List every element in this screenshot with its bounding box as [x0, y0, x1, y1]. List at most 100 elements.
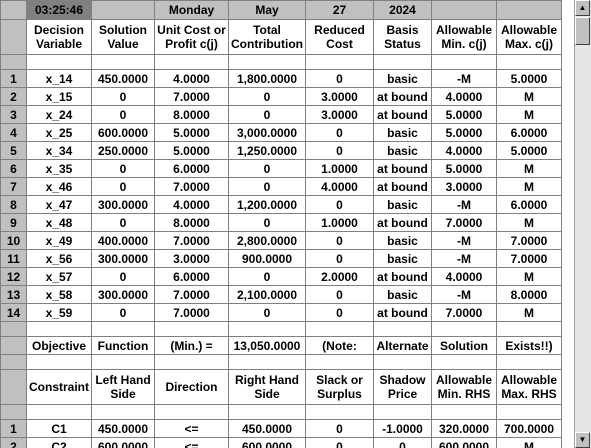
data-cell[interactable]: 3.0000 [305, 87, 374, 106]
blank-cell[interactable] [154, 404, 229, 420]
data-cell[interactable]: x_35 [26, 159, 92, 178]
data-cell[interactable]: 0 [305, 285, 374, 304]
column-header[interactable]: Basis Status [373, 19, 432, 55]
blank-cell[interactable] [305, 321, 374, 337]
data-cell[interactable]: at bound [373, 213, 432, 232]
constraint-cell[interactable]: 450.0000 [91, 419, 155, 438]
constraint-cell[interactable]: -1.0000 [373, 419, 432, 438]
data-cell[interactable]: -M [431, 231, 497, 250]
row-number[interactable]: 5 [0, 141, 27, 160]
blank-cell[interactable] [431, 54, 497, 70]
data-cell[interactable]: 7.0000 [431, 213, 497, 232]
constraint-cell[interactable]: 0 [305, 419, 374, 438]
data-cell[interactable]: x_47 [26, 195, 92, 214]
constraint-header[interactable]: Slack or Surplus [305, 369, 374, 405]
blank-cell[interactable] [496, 354, 562, 370]
row-number[interactable]: 6 [0, 159, 27, 178]
data-cell[interactable]: 0 [91, 87, 155, 106]
blank-cell[interactable] [431, 321, 497, 337]
blank-cell[interactable] [154, 354, 229, 370]
data-cell[interactable]: 0 [228, 159, 306, 178]
top-bar-cell[interactable]: 03:25:46 [26, 0, 92, 20]
row-number[interactable]: 1 [0, 419, 27, 438]
data-cell[interactable]: 600.0000 [91, 123, 155, 142]
constraint-header[interactable]: Shadow Price [373, 369, 432, 405]
top-bar-cell[interactable] [431, 0, 497, 20]
data-cell[interactable]: basic [373, 69, 432, 88]
data-cell[interactable]: 5.0000 [431, 105, 497, 124]
data-cell[interactable]: 7.0000 [431, 303, 497, 322]
data-cell[interactable]: 5.0000 [496, 141, 562, 160]
data-cell[interactable]: x_14 [26, 69, 92, 88]
blank-cell[interactable] [373, 54, 432, 70]
blank-cell[interactable] [431, 404, 497, 420]
scroll-thumb[interactable] [575, 17, 590, 45]
data-cell[interactable]: 0 [228, 267, 306, 286]
blank-cell[interactable] [154, 321, 229, 337]
data-cell[interactable]: 7.0000 [154, 231, 229, 250]
constraint-header[interactable]: Direction [154, 369, 229, 405]
constraint-cell[interactable]: M [496, 437, 562, 448]
data-cell[interactable]: x_25 [26, 123, 92, 142]
data-cell[interactable]: at bound [373, 87, 432, 106]
constraint-cell[interactable]: 700.0000 [496, 419, 562, 438]
blank-cell[interactable] [373, 321, 432, 337]
data-cell[interactable]: 0 [228, 105, 306, 124]
data-cell[interactable]: M [496, 159, 562, 178]
blank-cell[interactable] [373, 404, 432, 420]
row-number[interactable]: 13 [0, 285, 27, 304]
row-number[interactable]: 11 [0, 249, 27, 268]
vertical-scrollbar[interactable]: ▲ ▼ [574, 0, 591, 448]
data-cell[interactable]: 3.0000 [431, 177, 497, 196]
blank-cell[interactable] [228, 354, 306, 370]
data-cell[interactable]: 8.0000 [154, 213, 229, 232]
blank-cell[interactable] [91, 404, 155, 420]
data-cell[interactable]: 0 [91, 177, 155, 196]
column-header[interactable]: Decision Variable [26, 19, 92, 55]
data-cell[interactable]: 1,200.0000 [228, 195, 306, 214]
top-bar-cell[interactable]: Monday [154, 0, 229, 20]
blank-cell[interactable] [496, 321, 562, 337]
data-cell[interactable]: x_59 [26, 303, 92, 322]
row-number[interactable]: 1 [0, 69, 27, 88]
data-cell[interactable]: M [496, 105, 562, 124]
constraint-cell[interactable]: 320.0000 [431, 419, 497, 438]
data-cell[interactable]: 3,000.0000 [228, 123, 306, 142]
data-cell[interactable]: 4.0000 [154, 69, 229, 88]
data-cell[interactable]: 4.0000 [431, 267, 497, 286]
blank-cell[interactable] [496, 404, 562, 420]
data-cell[interactable]: 2.0000 [305, 267, 374, 286]
data-cell[interactable]: -M [431, 195, 497, 214]
blank-cell[interactable] [305, 404, 374, 420]
data-cell[interactable]: 7.0000 [154, 285, 229, 304]
constraint-header[interactable]: Left Hand Side [91, 369, 155, 405]
constraint-cell[interactable]: 600.0000 [228, 437, 306, 448]
column-header[interactable]: Reduced Cost [305, 19, 374, 55]
column-header[interactable]: Total Contribution [228, 19, 306, 55]
objective-cell[interactable]: Solution [431, 336, 497, 355]
data-cell[interactable]: x_46 [26, 177, 92, 196]
constraint-cell[interactable]: 450.0000 [228, 419, 306, 438]
data-cell[interactable]: 250.0000 [91, 141, 155, 160]
constraint-cell[interactable]: 600.0000 [91, 437, 155, 448]
column-header[interactable]: Allowable Min. c(j) [431, 19, 497, 55]
data-cell[interactable]: M [496, 177, 562, 196]
data-cell[interactable]: 6.0000 [496, 195, 562, 214]
column-header[interactable]: Solution Value [91, 19, 155, 55]
data-cell[interactable]: 8.0000 [496, 285, 562, 304]
data-cell[interactable]: 4.0000 [431, 87, 497, 106]
data-cell[interactable]: x_15 [26, 87, 92, 106]
data-cell[interactable]: x_49 [26, 231, 92, 250]
data-cell[interactable]: x_58 [26, 285, 92, 304]
data-cell[interactable]: 0 [305, 141, 374, 160]
objective-cell[interactable]: (Min.) = [154, 336, 229, 355]
data-cell[interactable]: 8.0000 [154, 105, 229, 124]
data-cell[interactable]: at bound [373, 177, 432, 196]
data-cell[interactable]: 5.0000 [496, 69, 562, 88]
scroll-up-button[interactable]: ▲ [575, 0, 590, 16]
row-number[interactable]: 12 [0, 267, 27, 286]
row-number[interactable]: 2 [0, 87, 27, 106]
data-cell[interactable]: 7.0000 [496, 249, 562, 268]
constraint-header[interactable]: Allowable Min. RHS [431, 369, 497, 405]
data-cell[interactable]: 0 [228, 87, 306, 106]
